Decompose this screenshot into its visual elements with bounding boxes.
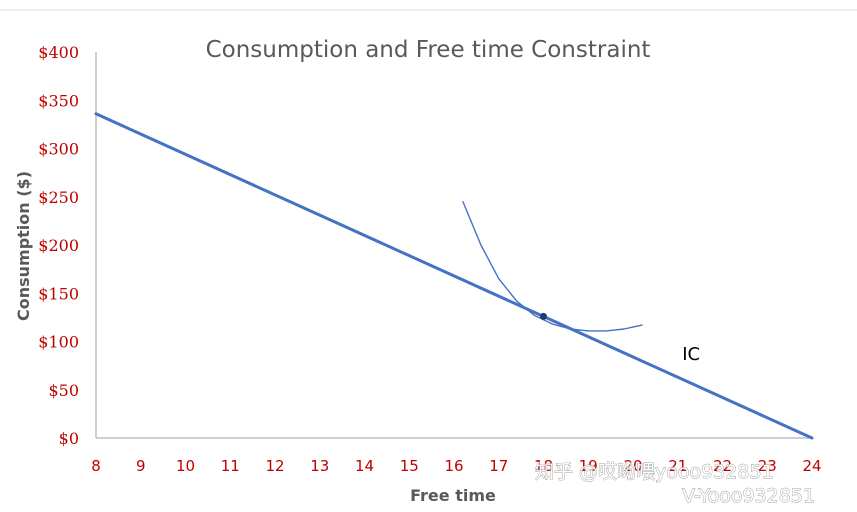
x-axis-label: Free time <box>410 486 496 505</box>
series-layer <box>94 112 814 440</box>
y-tick-label: $100 <box>38 333 79 352</box>
x-tick-label: 23 <box>758 457 777 475</box>
x-tick-label: 17 <box>489 457 508 475</box>
x-tick-label: 8 <box>91 457 101 475</box>
y-tick-label: $150 <box>38 284 79 303</box>
y-tick-label: $0 <box>59 429 79 448</box>
points-layer <box>540 312 547 320</box>
x-tick-label: 18 <box>534 457 553 475</box>
y-tick-label: $350 <box>38 91 79 110</box>
annotations-layer: IC <box>682 344 700 365</box>
x-tick-label: 10 <box>176 457 195 475</box>
x-tick-label: 15 <box>400 457 419 475</box>
x-tick-label: 20 <box>623 457 642 475</box>
x-tick-labels: 8 9 10 11 12 13 14 15 16 17 18 19 20 21 22 23 24 <box>91 457 821 475</box>
indifference-curve-line <box>462 200 643 332</box>
x-tick-label: 16 <box>444 457 463 475</box>
x-tick-label: 22 <box>713 457 732 475</box>
x-tick-label: 21 <box>668 457 687 475</box>
x-tick-label: 13 <box>310 457 329 475</box>
y-tick-label: $50 <box>48 381 79 400</box>
optimum-point <box>540 312 547 320</box>
x-tick-label: 19 <box>579 457 598 475</box>
chart-title: Consumption and Free time Constraint <box>206 37 651 63</box>
y-tick-label: $400 <box>38 43 79 62</box>
x-tick-label: 14 <box>355 457 374 475</box>
y-tick-labels: $0 $50 $100 $150 $200 $250 $300 $350 $400 <box>38 43 79 448</box>
y-tick-label: $250 <box>38 188 79 207</box>
watermark-line-2: V-Yooo932851 <box>682 485 815 507</box>
x-tick-label: 12 <box>265 457 284 475</box>
x-tick-label: 11 <box>221 457 240 475</box>
y-axis-label: Consumption ($) <box>14 171 33 321</box>
ic-annotation: IC <box>682 344 700 365</box>
x-tick-label: 9 <box>136 457 146 475</box>
budget-constraint-line <box>94 112 814 440</box>
y-tick-label: $300 <box>38 140 79 159</box>
watermark-line-1: 知乎 @哎呦喂yooo932851 <box>535 461 774 483</box>
x-tick-label: 24 <box>802 457 821 475</box>
y-tick-label: $200 <box>38 236 79 255</box>
